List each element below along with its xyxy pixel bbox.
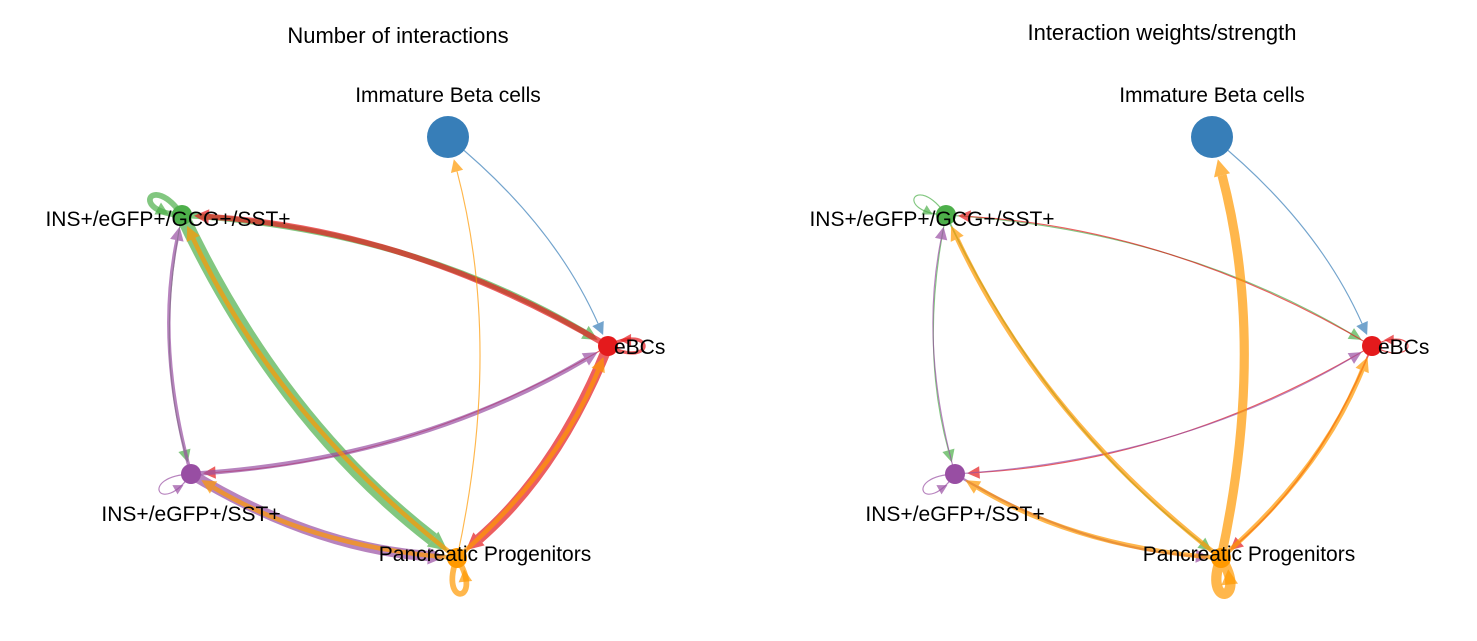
edge-ins-egfp-sst-to-ins-egfp-sst: [158, 473, 192, 495]
node-label-pancreatic-progenitors: Pancreatic Progenitors: [379, 543, 591, 566]
edge-pancreatic-progenitors-to-pancreatic-progenitors: [1211, 552, 1239, 599]
node-label-immature-beta-cells: Immature Beta cells: [1119, 84, 1305, 107]
edge-ins-egfp-sst-to-ebcs: [954, 352, 1362, 475]
edge-pancreatic-progenitors-to-ins-egfp-gcg-sst: [950, 225, 1223, 560]
edge-ins-egfp-gcg-sst-to-ins-egfp-gcg-sst: [913, 194, 947, 216]
edge-pancreatic-progenitors-to-pancreatic-progenitors: [449, 555, 473, 597]
edge-ins-egfp-gcg-sst-to-ebcs: [945, 214, 1362, 340]
edge-ins-egfp-sst-to-ins-egfp-gcg-sst: [167, 226, 193, 475]
edge-ins-egfp-sst-to-ins-egfp-gcg-sst: [932, 226, 956, 475]
panel-interaction-weights-strength: Interaction weights/strength Immature Be…: [809, 20, 1429, 599]
edge-pancreatic-progenitors-to-ebcs: [455, 357, 605, 560]
node-pancreatic-progenitors: [447, 548, 467, 568]
edge-ebcs-to-pancreatic-progenitors: [466, 344, 613, 551]
edge-ins-egfp-gcg-sst-to-pancreatic-progenitors: [175, 212, 448, 551]
node-ins-egfp-gcg-sst: [172, 205, 192, 225]
node-label-ebcs: eBCs: [614, 336, 665, 359]
edge-ins-egfp-sst-to-ins-egfp-sst: [922, 473, 956, 495]
node-ins-egfp-sst: [945, 464, 965, 484]
edge-ebcs-to-ins-egfp-gcg-sst: [193, 209, 610, 349]
node-label-immature-beta-cells: Immature Beta cells: [355, 84, 541, 107]
node-immature-beta-cells: [427, 116, 469, 158]
edge-ins-egfp-sst-to-ebcs: [190, 352, 598, 477]
edge-pancreatic-progenitors-to-ebcs: [1219, 357, 1369, 560]
edge-ebcs-to-ebcs: [606, 333, 646, 355]
edges: [147, 136, 646, 597]
edge-pancreatic-progenitors-to-immature-beta-cells: [1214, 159, 1249, 559]
nodes: [172, 116, 618, 568]
node-ins-egfp-sst: [181, 464, 201, 484]
node-pancreatic-progenitors: [1211, 548, 1231, 568]
panel-title: Interaction weights/strength: [1027, 20, 1296, 45]
edge-pancreatic-progenitors-to-ins-egfp-sst: [201, 480, 458, 561]
node-ebcs: [1362, 336, 1382, 356]
panel-number-of-interactions: Number of interactions Immature Beta cel…: [45, 23, 665, 597]
node-ebcs: [598, 336, 618, 356]
edge-pancreatic-progenitors-to-ins-egfp-sst: [965, 480, 1222, 561]
node-label-ins-egfp-sst: INS+/eGFP+/SST+: [865, 503, 1044, 526]
edge-pancreatic-progenitors-to-immature-beta-cells: [450, 159, 481, 559]
panel-title: Number of interactions: [287, 23, 508, 48]
edge-ebcs-to-ebcs: [1371, 334, 1409, 354]
edge-pancreatic-progenitors-to-ins-egfp-gcg-sst: [186, 225, 459, 560]
node-label-ins-egfp-sst: INS+/eGFP+/SST+: [101, 503, 280, 526]
node-label-ebcs: eBCs: [1378, 336, 1429, 359]
edge-immature-beta-cells-to-ebcs: [1211, 136, 1368, 336]
edge-immature-beta-cells-to-ebcs: [447, 136, 604, 336]
node-label-pancreatic-progenitors: Pancreatic Progenitors: [1143, 543, 1355, 566]
node-ins-egfp-gcg-sst: [936, 205, 956, 225]
edges: [913, 136, 1409, 599]
edge-ebcs-to-ins-egfp-gcg-sst: [957, 210, 1373, 347]
node-label-ins-egfp-gcg-sst: INS+/eGFP+/GCG+/SST+: [45, 208, 290, 231]
node-labels: Immature Beta cells INS+/eGFP+/GCG+/SST+ e…: [809, 84, 1429, 566]
edge-ebcs-to-pancreatic-progenitors: [1230, 345, 1373, 551]
edge-ins-egfp-gcg-sst-to-pancreatic-progenitors: [945, 214, 1212, 551]
nodes: [936, 116, 1382, 568]
node-immature-beta-cells: [1191, 116, 1233, 158]
node-label-ins-egfp-gcg-sst: INS+/eGFP+/GCG+/SST+: [809, 208, 1054, 231]
edge-ins-egfp-gcg-sst-to-ins-egfp-gcg-sst: [147, 192, 185, 218]
node-labels: Immature Beta cells INS+/eGFP+/GCG+/SST+ e…: [45, 84, 665, 566]
